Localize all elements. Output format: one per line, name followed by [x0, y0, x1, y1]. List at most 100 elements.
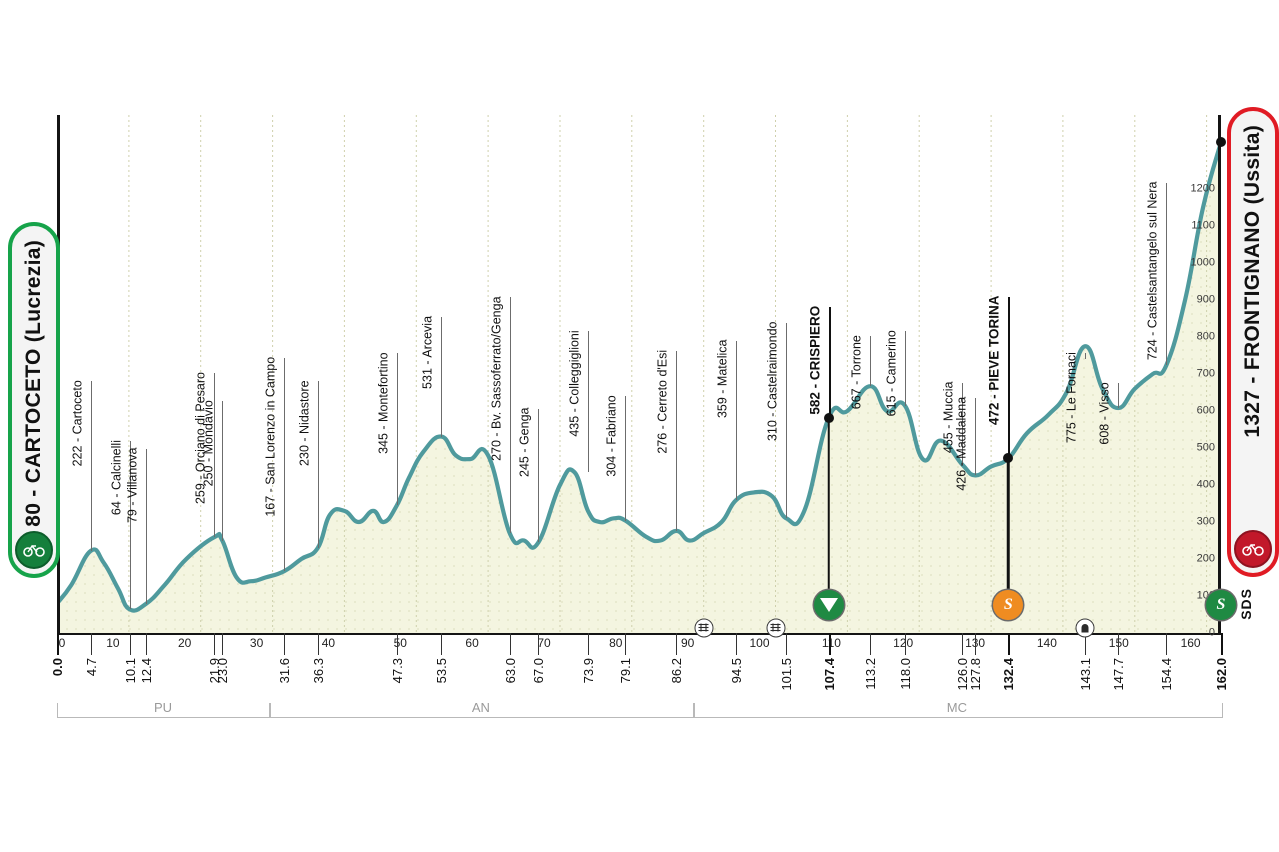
x-distance-label: 73.9 — [581, 658, 596, 684]
x-distance-tick — [975, 633, 977, 655]
y-axis-tick-label: 200 — [1196, 552, 1215, 565]
poi-leader-line — [736, 341, 737, 501]
poi-leader-line — [317, 381, 319, 548]
finish-node-dot — [1216, 137, 1226, 147]
poi-leader-line — [1118, 383, 1120, 408]
poi-label: 345 - Montefortino — [376, 352, 391, 454]
start-location-badge[interactable]: 80 - CARTOCETO (Lucrezia) — [8, 222, 60, 578]
x-distance-tick — [57, 633, 59, 655]
poi-leader-line — [975, 398, 977, 476]
x-distance-tick — [1166, 633, 1168, 655]
poi-label: 608 - Visso — [1097, 382, 1112, 445]
poi-label: 435 - Colleggiglioni — [567, 330, 582, 437]
x-distance-label: 118.0 — [897, 658, 913, 690]
poi-leader-line — [90, 381, 92, 551]
x-distance-tick — [962, 633, 964, 655]
x-axis-tick-label: 40 — [321, 636, 336, 650]
y-axis-tick-label: 1200 — [1190, 182, 1215, 195]
sprint-s-icon: S — [1216, 596, 1226, 613]
poi-leader-line — [962, 383, 964, 465]
province-bracket — [57, 703, 271, 718]
x-distance-label: 0.0 — [50, 658, 65, 677]
x-distance-label: 79.1 — [618, 658, 634, 684]
y-axis-tick-label: 900 — [1196, 293, 1215, 306]
poi-label: 775 - Le Fornaci — [1064, 352, 1079, 444]
x-distance-tick — [588, 633, 589, 655]
poi-label: 310 - Castelraimondo — [765, 321, 780, 442]
x-axis-tick-label: 100 — [749, 636, 770, 650]
x-axis-tick-label: 70 — [537, 636, 551, 650]
poi-leader-line — [284, 358, 286, 572]
x-distance-tick — [441, 633, 443, 655]
cycling-logo-icon — [1234, 530, 1272, 568]
finish-location-label: 1327 - FRONTIGNANO (Ussita) — [1241, 125, 1264, 438]
x-distance-tick — [1008, 633, 1011, 655]
poi-label: 222 - Cartoceto — [70, 380, 85, 467]
poi-label: 724 - Castelsantangelo sul Nera — [1145, 181, 1160, 361]
poi-label: 245 - Genga — [517, 407, 532, 478]
x-distance-label: 101.5 — [779, 658, 795, 691]
x-distance-label: 53.5 — [434, 658, 450, 684]
poi-label: 230 - Nidastore — [297, 380, 312, 466]
poi-leader-line — [396, 353, 398, 506]
triangle-down-icon — [819, 598, 838, 612]
x-distance-tick — [625, 633, 627, 655]
poi-leader-line — [222, 401, 224, 541]
x-distance-tick — [1118, 633, 1120, 655]
finish-location-badge[interactable]: 1327 - FRONTIGNANO (Ussita) — [1227, 107, 1279, 577]
sprint-badge[interactable]: S — [993, 590, 1024, 620]
poi-leader-line — [588, 331, 589, 472]
poi-leader-line — [1008, 297, 1011, 459]
poi-label: 615 - Camerino — [884, 330, 899, 417]
x-axis — [57, 633, 1221, 635]
x-distance-label: 67.0 — [531, 658, 547, 684]
x-distance-tick — [1221, 633, 1223, 655]
x-distance-tick — [904, 633, 906, 655]
poi-leader-line — [870, 336, 872, 387]
x-distance-tick — [129, 633, 131, 655]
y-axis-tick-label: 600 — [1196, 404, 1215, 417]
poi-label: 455 - Muccia — [941, 381, 956, 454]
bridge-icon — [694, 618, 714, 638]
poi-label: 270 - Bv. Sassoferrato/Genga — [489, 296, 504, 461]
y-axis-tick-label: 100 — [1196, 589, 1215, 602]
x-distance-label: 31.6 — [277, 658, 293, 684]
poi-label: 667 - Torrone — [849, 335, 864, 410]
x-distance-label: 63.0 — [502, 658, 518, 684]
poi-leader-line — [1085, 353, 1087, 359]
x-distance-label: 4.7 — [83, 658, 99, 677]
x-axis-tick-label: 60 — [465, 636, 479, 650]
x-distance-label: 23.0 — [215, 658, 231, 684]
poi-leader-line — [904, 331, 906, 406]
badge-stem — [827, 417, 830, 605]
poi-label: 472 - PIEVE TORINA — [986, 295, 1002, 426]
gpm-badge[interactable] — [813, 590, 844, 620]
x-axis-tick-label: 110 — [821, 636, 841, 650]
y-axis-tick-label: 1000 — [1190, 256, 1215, 269]
elevation-line — [54, 139, 1224, 613]
poi-label: 582 - CRISPIERO — [807, 305, 823, 415]
x-distance-label: 107.4 — [821, 658, 837, 691]
y-axis-tick-label: 500 — [1196, 441, 1215, 454]
province-label: AN — [471, 700, 490, 715]
x-axis-tick-label: 160 — [1180, 636, 1201, 650]
poi-leader-line — [214, 373, 216, 538]
x-distance-tick — [870, 633, 872, 655]
x-axis-tick-label: 20 — [178, 636, 192, 650]
poi-leader-line — [1166, 183, 1168, 366]
finish-badge[interactable]: S — [1206, 590, 1236, 620]
sprint-s-icon: S — [1003, 596, 1013, 613]
province-bracket — [692, 703, 1223, 718]
sds-watermark: SDS — [1238, 588, 1254, 620]
start-location-label: 80 - CARTOCETO (Lucrezia) — [22, 240, 45, 527]
cycling-logo-icon — [15, 531, 53, 569]
y-axis-tick-label: 400 — [1196, 478, 1215, 491]
x-distance-label: 127.8 — [968, 658, 984, 691]
x-distance-tick — [736, 633, 737, 655]
x-distance-label: 154.4 — [1159, 658, 1175, 691]
x-distance-tick — [676, 633, 678, 655]
x-axis-tick-label: 140 — [1036, 636, 1057, 650]
x-distance-tick — [396, 633, 398, 655]
x-distance-label: 47.3 — [389, 658, 405, 684]
poi-leader-line — [786, 323, 788, 519]
